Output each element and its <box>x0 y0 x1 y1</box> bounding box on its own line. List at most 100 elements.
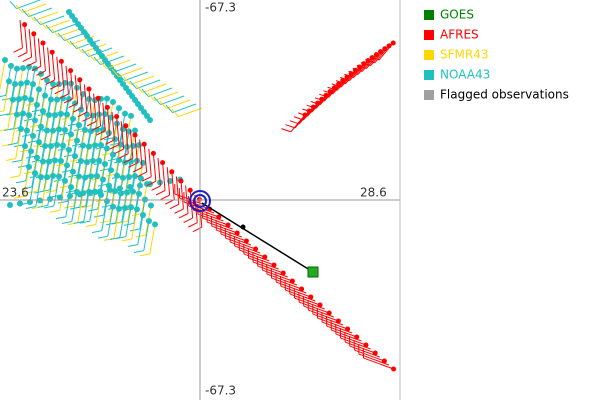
wind-barb <box>124 71 149 82</box>
obs-point <box>58 158 64 165</box>
wind-barb <box>352 67 363 72</box>
wind-barb <box>27 140 38 144</box>
obs-point <box>363 342 369 348</box>
wind-barb <box>59 132 70 136</box>
wind-barb <box>52 23 77 34</box>
wind-barb <box>159 100 167 109</box>
obs-point <box>62 127 68 134</box>
wind-barb <box>166 99 191 110</box>
wind-barb <box>50 84 60 90</box>
obs-point <box>78 157 84 164</box>
wind-barb <box>302 108 313 113</box>
obs-point <box>28 96 34 103</box>
obs-point <box>381 358 387 364</box>
wind-barb <box>123 76 131 85</box>
wind-barb <box>115 236 126 240</box>
obs-point <box>64 162 70 169</box>
wind-barb <box>54 88 65 95</box>
obs-point <box>124 189 130 196</box>
wind-barb <box>123 157 134 164</box>
wind-barb <box>323 90 334 95</box>
obs-point <box>96 157 102 164</box>
obs-point <box>178 178 184 184</box>
legend-swatch <box>424 10 434 20</box>
wind-barb <box>331 83 342 88</box>
obs-point <box>76 173 82 180</box>
obs-point <box>30 132 36 139</box>
obs-point <box>140 211 146 218</box>
wind-barb <box>63 36 71 45</box>
obs-point <box>216 214 222 220</box>
obs-point <box>49 49 55 55</box>
obs-point <box>58 58 64 64</box>
wind-barb <box>5 158 16 161</box>
obs-point <box>128 112 134 119</box>
wind-barb <box>77 193 84 223</box>
wind-barb <box>23 118 34 122</box>
wind-barb <box>53 178 64 182</box>
wind-barb <box>125 125 129 154</box>
wind-barb <box>319 93 329 98</box>
wind-barb <box>149 224 156 254</box>
wind-barb <box>328 80 344 98</box>
wind-barb <box>188 222 198 228</box>
wind-barb <box>67 174 78 178</box>
wind-barb <box>166 167 171 196</box>
wind-barb <box>97 183 108 187</box>
obs-point <box>122 204 128 211</box>
wind-barb <box>129 228 140 232</box>
wind-barb <box>73 220 84 224</box>
wind-barb <box>137 171 147 177</box>
wind-barb <box>134 134 138 163</box>
wind-barb <box>157 157 161 186</box>
obs-point <box>56 173 62 180</box>
wind-barb <box>11 114 18 145</box>
wind-barb <box>63 98 74 104</box>
wind-barb <box>29 173 36 203</box>
obs-point <box>390 40 396 46</box>
wind-barb <box>94 51 119 62</box>
wind-barb <box>13 144 24 148</box>
wind-barb <box>114 148 124 154</box>
wind-barb <box>147 92 155 101</box>
wind-barb <box>23 171 34 175</box>
obs-point <box>141 141 147 147</box>
obs-point <box>68 131 74 138</box>
wind-barb <box>93 214 104 218</box>
wind-barb <box>23 166 30 197</box>
track-line <box>201 202 314 273</box>
wind-barb <box>143 144 148 173</box>
wind-barb <box>105 173 116 177</box>
wind-barb <box>81 48 89 57</box>
wind-barb <box>112 63 137 74</box>
wind-barb <box>132 167 143 173</box>
wind-barb <box>19 149 30 153</box>
obs-point <box>124 143 130 150</box>
wind-barb <box>374 45 390 64</box>
wind-barb <box>53 176 60 207</box>
obs-point <box>14 65 20 72</box>
obs-point <box>299 286 305 292</box>
obs-point <box>86 86 92 92</box>
wind-barb <box>47 47 51 76</box>
obs-point <box>116 105 122 112</box>
obs-point <box>130 188 136 195</box>
obs-point <box>20 65 26 72</box>
obs-point <box>130 142 136 149</box>
obs-point <box>38 123 44 130</box>
obs-point <box>64 111 70 118</box>
wind-barb <box>57 200 68 204</box>
wind-barb <box>180 180 184 209</box>
wind-barb <box>63 205 74 209</box>
obs-point <box>372 350 378 356</box>
wind-barb <box>37 38 42 67</box>
wind-barb <box>143 220 150 251</box>
wind-barb <box>33 33 37 62</box>
obs-point <box>46 158 52 165</box>
obs-point <box>104 95 110 102</box>
obs-point <box>136 190 142 197</box>
obs-point <box>160 160 166 166</box>
obs-point <box>354 334 360 340</box>
obs-point <box>40 108 46 115</box>
